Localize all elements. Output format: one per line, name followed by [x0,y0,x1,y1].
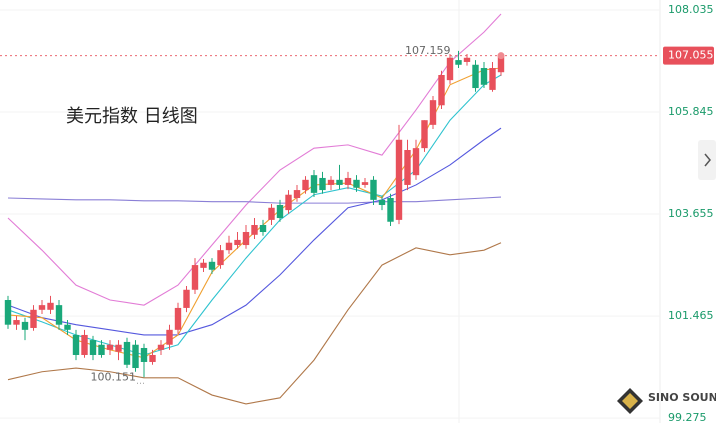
candle-body [132,344,139,369]
candle-body [268,207,275,220]
candle-body [370,179,377,200]
candle-body [319,177,326,191]
candle-body [123,341,131,365]
candle-body [115,344,122,352]
candle-body [455,60,462,65]
candle-body [4,300,12,325]
candle-body [106,344,114,350]
candle-body [395,139,403,220]
watermark-logo-inner [622,393,638,409]
candle-body [47,302,54,310]
candle-body [259,225,267,232]
y-tick-label: 99.275 [668,411,707,423]
indicator-line [7,242,502,405]
candle-body [55,305,63,325]
candle-body [21,321,29,330]
candle-body [480,68,488,85]
watermark: SINO SOUND [617,388,716,414]
candle-body [361,182,369,185]
candle-body [242,231,250,246]
grid [0,9,660,419]
candle-body [302,179,309,191]
candle-body [183,289,190,308]
candle-body [336,179,343,185]
low-label: 100.151 [91,370,137,383]
candle-body [174,307,182,330]
candle-body [310,175,318,193]
expand-arrow[interactable] [704,153,711,167]
last-price-dot [497,52,505,60]
candle-body [166,329,173,345]
watermark-text: SINO SOUND [648,391,716,404]
indicator-line [7,196,502,204]
candle-body [412,148,420,176]
expand-button-bg[interactable] [698,140,716,180]
candles [4,50,505,378]
high-label: 107.159 [405,44,451,57]
candle-body [81,334,88,355]
candle-body [64,324,71,330]
candle-body [98,344,105,355]
candle-body [72,334,80,355]
indicator-line [7,13,502,306]
candle-body [200,262,207,268]
expand-button[interactable] [698,140,716,180]
candle-body [387,197,394,222]
y-tick-label: 105.845 [668,105,714,118]
candle-body [404,150,411,185]
candle-body [344,177,352,185]
candle-body [157,344,165,350]
labels: 108.035 105.845 103.655 101.465 99.275 107.15… [0,3,714,423]
y-tick-label: 103.655 [668,207,714,220]
candle-body [13,320,20,325]
candle-body [30,309,37,328]
candle-body [285,194,292,211]
candle-body [89,340,97,355]
last-price-box [663,46,714,65]
candle-body [489,68,496,90]
candle-body [327,179,335,185]
candle-body [225,242,233,251]
candle-body [149,354,156,362]
candle-body [446,57,454,81]
candle-body [208,261,216,270]
candle-body [251,225,258,235]
candle-body [472,64,479,89]
candle-body [429,100,437,125]
candle-body [421,120,428,149]
candle-body [378,199,386,205]
chart-title: 美元指数 日线图 [66,106,198,127]
candle-body [140,347,148,362]
candle-body [353,179,360,188]
y-tick-label: 101.465 [668,309,714,322]
candle-body [217,250,224,266]
y-tick-label: 108.035 [668,3,714,16]
last-price-label: 107.055 [668,49,714,62]
candle-body [234,239,241,246]
indicator-line [7,127,502,336]
candle-body [191,265,199,290]
candle-body [38,305,46,310]
candle-body [463,57,471,62]
candle-body [438,75,445,106]
candle-body [293,190,301,198]
candle-body [497,55,505,73]
candle-body [276,204,284,219]
